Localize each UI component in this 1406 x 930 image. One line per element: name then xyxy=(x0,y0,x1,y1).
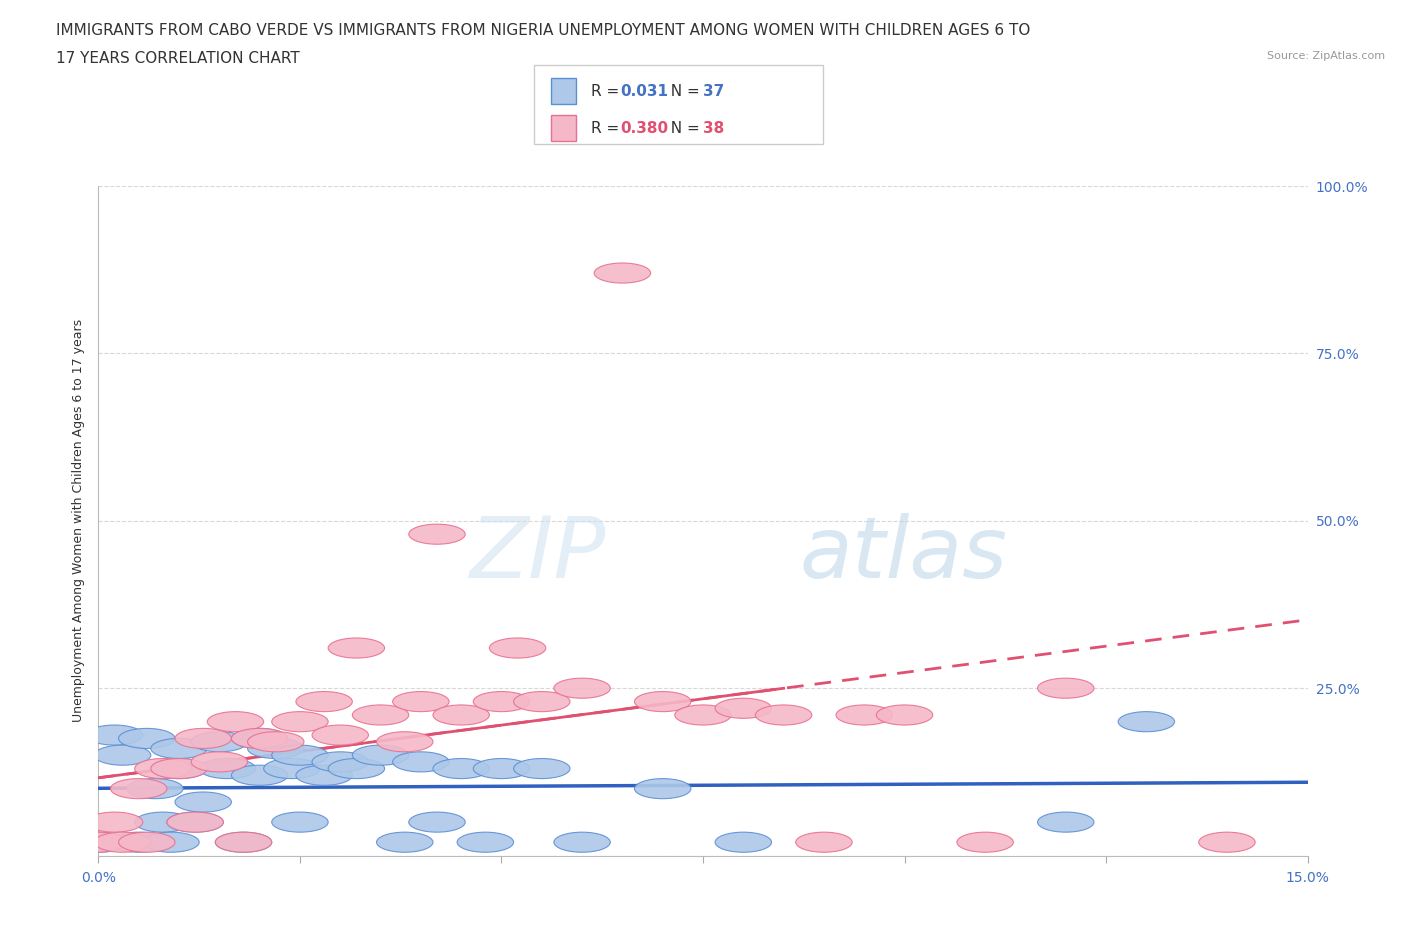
Text: atlas: atlas xyxy=(800,512,1008,596)
Ellipse shape xyxy=(191,732,247,751)
Ellipse shape xyxy=(232,728,288,749)
Y-axis label: Unemployment Among Women with Children Ages 6 to 17 years: Unemployment Among Women with Children A… xyxy=(72,319,86,723)
Text: 0.031: 0.031 xyxy=(620,84,668,99)
Ellipse shape xyxy=(271,711,328,732)
Ellipse shape xyxy=(167,812,224,832)
Ellipse shape xyxy=(118,832,174,852)
Ellipse shape xyxy=(433,705,489,725)
Ellipse shape xyxy=(232,765,288,785)
Ellipse shape xyxy=(312,725,368,745)
Ellipse shape xyxy=(127,778,183,799)
Ellipse shape xyxy=(554,678,610,698)
Ellipse shape xyxy=(94,745,150,765)
Text: N =: N = xyxy=(661,121,704,136)
Ellipse shape xyxy=(312,751,368,772)
Ellipse shape xyxy=(247,738,304,759)
Ellipse shape xyxy=(215,832,271,852)
Ellipse shape xyxy=(328,759,385,778)
Text: 38: 38 xyxy=(703,121,724,136)
Ellipse shape xyxy=(247,732,304,751)
Ellipse shape xyxy=(191,751,247,772)
Ellipse shape xyxy=(150,759,207,778)
Ellipse shape xyxy=(150,738,207,759)
Ellipse shape xyxy=(353,705,409,725)
Text: 0.380: 0.380 xyxy=(620,121,668,136)
Ellipse shape xyxy=(957,832,1014,852)
Text: 37: 37 xyxy=(703,84,724,99)
Ellipse shape xyxy=(634,778,690,799)
Text: R =: R = xyxy=(591,84,624,99)
Text: R =: R = xyxy=(591,121,624,136)
Ellipse shape xyxy=(1038,812,1094,832)
Ellipse shape xyxy=(1118,711,1174,732)
Text: Source: ZipAtlas.com: Source: ZipAtlas.com xyxy=(1267,51,1385,61)
Ellipse shape xyxy=(433,759,489,778)
Ellipse shape xyxy=(755,705,811,725)
Ellipse shape xyxy=(489,638,546,658)
Ellipse shape xyxy=(295,765,353,785)
Ellipse shape xyxy=(70,832,127,852)
Ellipse shape xyxy=(353,745,409,765)
Ellipse shape xyxy=(457,832,513,852)
Ellipse shape xyxy=(232,728,288,749)
Ellipse shape xyxy=(876,705,932,725)
Text: IMMIGRANTS FROM CABO VERDE VS IMMIGRANTS FROM NIGERIA UNEMPLOYMENT AMONG WOMEN W: IMMIGRANTS FROM CABO VERDE VS IMMIGRANTS… xyxy=(56,23,1031,38)
Text: ZIP: ZIP xyxy=(470,512,606,596)
Ellipse shape xyxy=(474,759,530,778)
Ellipse shape xyxy=(271,812,328,832)
Ellipse shape xyxy=(1038,678,1094,698)
Ellipse shape xyxy=(264,759,321,778)
Ellipse shape xyxy=(796,832,852,852)
Ellipse shape xyxy=(200,759,256,778)
Ellipse shape xyxy=(86,812,143,832)
Text: N =: N = xyxy=(661,84,704,99)
Ellipse shape xyxy=(595,263,651,283)
Ellipse shape xyxy=(271,745,328,765)
Ellipse shape xyxy=(837,705,893,725)
Ellipse shape xyxy=(150,759,207,778)
Ellipse shape xyxy=(634,692,690,711)
Ellipse shape xyxy=(143,832,200,852)
Ellipse shape xyxy=(474,692,530,711)
Ellipse shape xyxy=(135,759,191,778)
Ellipse shape xyxy=(111,832,167,852)
Ellipse shape xyxy=(392,751,449,772)
Ellipse shape xyxy=(167,812,224,832)
Ellipse shape xyxy=(174,728,232,749)
Ellipse shape xyxy=(392,692,449,711)
Ellipse shape xyxy=(377,832,433,852)
Ellipse shape xyxy=(135,812,191,832)
Ellipse shape xyxy=(513,692,569,711)
Ellipse shape xyxy=(86,725,143,745)
Ellipse shape xyxy=(675,705,731,725)
Ellipse shape xyxy=(215,832,271,852)
Ellipse shape xyxy=(118,728,174,749)
Ellipse shape xyxy=(295,692,353,711)
Ellipse shape xyxy=(70,832,127,852)
Ellipse shape xyxy=(716,832,772,852)
Ellipse shape xyxy=(174,792,232,812)
Ellipse shape xyxy=(409,525,465,544)
Ellipse shape xyxy=(94,832,150,852)
Ellipse shape xyxy=(1199,832,1256,852)
Text: 17 YEARS CORRELATION CHART: 17 YEARS CORRELATION CHART xyxy=(56,51,299,66)
Ellipse shape xyxy=(409,812,465,832)
Ellipse shape xyxy=(377,732,433,751)
Ellipse shape xyxy=(111,778,167,799)
Ellipse shape xyxy=(513,759,569,778)
Ellipse shape xyxy=(207,711,264,732)
Ellipse shape xyxy=(716,698,772,718)
Ellipse shape xyxy=(328,638,385,658)
Ellipse shape xyxy=(554,832,610,852)
